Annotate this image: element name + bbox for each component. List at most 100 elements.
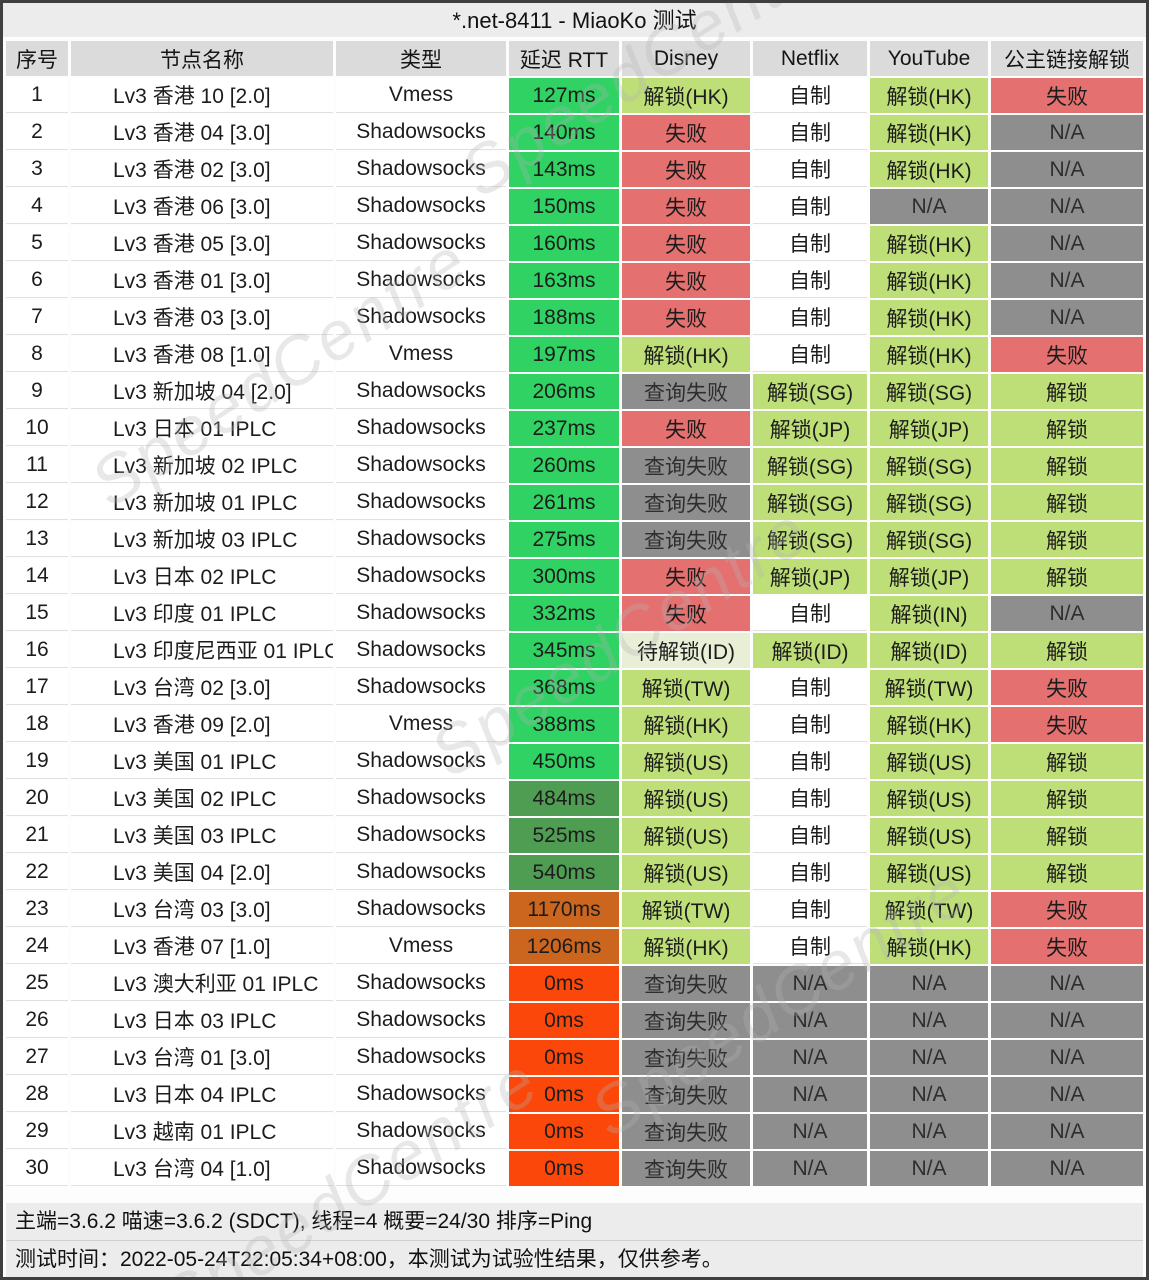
cell-type: Shadowsocks [336, 1077, 506, 1112]
cell-type: Shadowsocks [336, 374, 506, 409]
cell-youtube: N/A [870, 1077, 988, 1112]
cell-disney: 解锁(TW) [622, 892, 750, 927]
cell-princess: 解锁 [991, 559, 1143, 594]
cell-youtube: 解锁(HK) [870, 152, 988, 187]
table-row: 12 Lv3 新加坡 01 IPLC Shadowsocks 261ms 查询失… [6, 485, 1143, 520]
cell-disney: 失败 [622, 189, 750, 224]
cell-rtt: 345ms [509, 633, 619, 668]
cell-rtt: 300ms [509, 559, 619, 594]
cell-youtube: 解锁(IN) [870, 596, 988, 631]
cell-disney: 解锁(US) [622, 781, 750, 816]
cell-youtube: 解锁(JP) [870, 411, 988, 446]
cell-rtt: 150ms [509, 189, 619, 224]
cell-rtt: 261ms [509, 485, 619, 520]
table-row: 9 Lv3 新加坡 04 [2.0] Shadowsocks 206ms 查询失… [6, 374, 1143, 409]
cell-index: 8 [6, 337, 68, 372]
cell-netflix: N/A [753, 966, 867, 1001]
cell-youtube: 解锁(HK) [870, 263, 988, 298]
cell-princess: N/A [991, 189, 1143, 224]
cell-youtube: N/A [870, 1040, 988, 1075]
cell-netflix: 自制 [753, 226, 867, 261]
cell-princess: N/A [991, 1077, 1143, 1112]
cell-rtt: 332ms [509, 596, 619, 631]
cell-youtube: 解锁(US) [870, 818, 988, 853]
cell-princess: N/A [991, 1040, 1143, 1075]
table-row: 3 Lv3 香港 02 [3.0] Shadowsocks 143ms 失败 自… [6, 152, 1143, 187]
cell-type: Shadowsocks [336, 152, 506, 187]
cell-netflix: N/A [753, 1077, 867, 1112]
cell-netflix: 自制 [753, 744, 867, 779]
cell-node-name: Lv3 美国 02 IPLC [71, 781, 333, 816]
cell-index: 24 [6, 929, 68, 964]
cell-princess: N/A [991, 152, 1143, 187]
cell-index: 25 [6, 966, 68, 1001]
cell-node-name: Lv3 香港 03 [3.0] [71, 300, 333, 335]
column-header-netflix: Netflix [753, 41, 867, 76]
cell-disney: 查询失败 [622, 485, 750, 520]
table-row: 7 Lv3 香港 03 [3.0] Shadowsocks 188ms 失败 自… [6, 300, 1143, 335]
cell-princess: 解锁 [991, 374, 1143, 409]
cell-rtt: 1170ms [509, 892, 619, 927]
cell-node-name: Lv3 新加坡 03 IPLC [71, 522, 333, 557]
cell-disney: 解锁(HK) [622, 337, 750, 372]
cell-node-name: Lv3 日本 01 IPLC [71, 411, 333, 446]
cell-youtube: N/A [870, 1114, 988, 1149]
cell-princess: 解锁 [991, 522, 1143, 557]
cell-disney: 解锁(US) [622, 855, 750, 890]
cell-youtube: 解锁(HK) [870, 707, 988, 742]
cell-type: Shadowsocks [336, 1003, 506, 1038]
cell-rtt: 540ms [509, 855, 619, 890]
cell-princess: N/A [991, 966, 1143, 1001]
cell-netflix: 自制 [753, 152, 867, 187]
cell-disney: 解锁(HK) [622, 929, 750, 964]
cell-rtt: 197ms [509, 337, 619, 372]
cell-node-name: Lv3 香港 07 [1.0] [71, 929, 333, 964]
cell-type: Shadowsocks [336, 744, 506, 779]
cell-princess: 解锁 [991, 818, 1143, 853]
cell-rtt: 450ms [509, 744, 619, 779]
table-row: 26 Lv3 日本 03 IPLC Shadowsocks 0ms 查询失败 N… [6, 1003, 1143, 1038]
table-row: 4 Lv3 香港 06 [3.0] Shadowsocks 150ms 失败 自… [6, 189, 1143, 224]
cell-disney: 解锁(HK) [622, 707, 750, 742]
cell-netflix: N/A [753, 1114, 867, 1149]
table-row: 28 Lv3 日本 04 IPLC Shadowsocks 0ms 查询失败 N… [6, 1077, 1143, 1112]
cell-youtube: 解锁(SG) [870, 485, 988, 520]
table-row: 19 Lv3 美国 01 IPLC Shadowsocks 450ms 解锁(U… [6, 744, 1143, 779]
cell-princess: N/A [991, 1114, 1143, 1149]
cell-node-name: Lv3 台湾 02 [3.0] [71, 670, 333, 705]
cell-rtt: 0ms [509, 1077, 619, 1112]
cell-rtt: 0ms [509, 1003, 619, 1038]
table-row: 21 Lv3 美国 03 IPLC Shadowsocks 525ms 解锁(U… [6, 818, 1143, 853]
cell-disney: 失败 [622, 226, 750, 261]
cell-type: Shadowsocks [336, 189, 506, 224]
cell-rtt: 0ms [509, 1151, 619, 1186]
cell-index: 2 [6, 115, 68, 150]
cell-disney: 失败 [622, 411, 750, 446]
cell-type: Shadowsocks [336, 633, 506, 668]
cell-rtt: 260ms [509, 448, 619, 483]
cell-index: 20 [6, 781, 68, 816]
cell-index: 13 [6, 522, 68, 557]
cell-netflix: 自制 [753, 818, 867, 853]
table-row: 18 Lv3 香港 09 [2.0] Vmess 388ms 解锁(HK) 自制… [6, 707, 1143, 742]
cell-youtube: 解锁(SG) [870, 522, 988, 557]
cell-youtube: 解锁(HK) [870, 929, 988, 964]
cell-youtube: 解锁(HK) [870, 337, 988, 372]
cell-netflix: 自制 [753, 892, 867, 927]
cell-type: Shadowsocks [336, 300, 506, 335]
table-row: 25 Lv3 澳大利亚 01 IPLC Shadowsocks 0ms 查询失败… [6, 966, 1143, 1001]
cell-netflix: 自制 [753, 337, 867, 372]
cell-youtube: 解锁(HK) [870, 300, 988, 335]
cell-rtt: 484ms [509, 781, 619, 816]
cell-youtube: 解锁(HK) [870, 115, 988, 150]
cell-disney: 失败 [622, 596, 750, 631]
cell-disney: 解锁(US) [622, 818, 750, 853]
cell-disney: 失败 [622, 263, 750, 298]
cell-rtt: 188ms [509, 300, 619, 335]
cell-princess: N/A [991, 300, 1143, 335]
cell-rtt: 525ms [509, 818, 619, 853]
cell-index: 3 [6, 152, 68, 187]
column-header-disney: Disney [622, 41, 750, 76]
cell-index: 1 [6, 78, 68, 113]
column-header-youtube: YouTube [870, 41, 988, 76]
